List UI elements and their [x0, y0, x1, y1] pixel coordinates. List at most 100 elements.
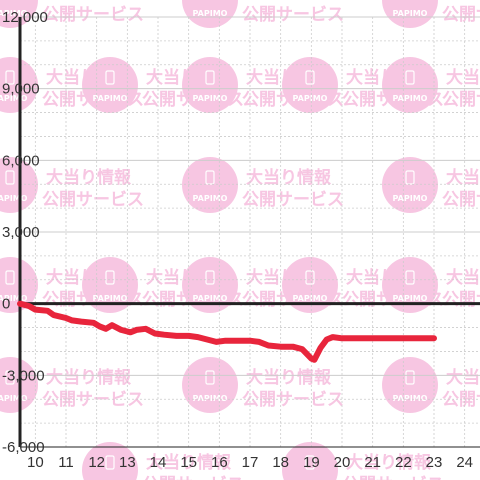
phone-icon	[405, 70, 415, 85]
watermark-line1: 大当り情報	[46, 367, 132, 388]
watermark-brand: PAPIMO	[393, 94, 428, 103]
watermark-circle	[382, 157, 438, 213]
phone-icon	[205, 70, 215, 85]
watermark-brand: PAPIMO	[193, 294, 228, 303]
watermark-line1: 大当り情報	[446, 367, 480, 388]
x-tick-label: 23	[426, 454, 443, 471]
y-tick-label: 12,000	[2, 9, 48, 26]
phone-icon	[5, 270, 15, 285]
series-layer	[17, 300, 437, 363]
watermark-circle	[282, 257, 338, 313]
watermark-line1: 大当り情報	[446, 0, 480, 3]
phone-icon	[205, 370, 215, 385]
watermark-line1: 大当り情報	[246, 367, 332, 388]
watermark-circle	[182, 0, 238, 28]
x-tick-label: 16	[211, 454, 228, 471]
phone-icon	[405, 270, 415, 285]
x-tick-labels: 10 11 12 13 14 15 16 17 18 19 20 21 22 23 24	[27, 454, 473, 471]
watermark-brand: PAPIMO	[0, 394, 28, 403]
x-tick-label: 10	[27, 454, 44, 471]
watermark-brand: PAPIMO	[0, 9, 28, 18]
phone-icon	[205, 270, 215, 285]
watermark-circle	[282, 57, 338, 113]
x-tick-label: 13	[119, 454, 136, 471]
watermark-brand: PAPIMO	[0, 194, 28, 203]
phone-icon	[105, 270, 115, 285]
watermark-line2: 公開サービス	[42, 190, 144, 210]
watermark-brand: PAPIMO	[193, 394, 228, 403]
watermark-line2: 公開サービス	[442, 5, 480, 25]
y-tick-label: 3,000	[2, 224, 40, 241]
watermark-line1: 大当り情報	[446, 167, 480, 188]
watermark-line1: 大当り情報	[346, 452, 432, 473]
watermark-brand: PAPIMO	[293, 294, 328, 303]
watermark-line2: 公開サービス	[142, 475, 244, 480]
watermark-brand: PAPIMO	[0, 294, 28, 303]
watermark-circle	[182, 57, 238, 113]
phone-icon	[5, 70, 15, 85]
x-tick-label: 22	[395, 454, 412, 471]
watermark-line2: 公開サービス	[242, 5, 344, 25]
y-tick-label: 6,000	[2, 152, 40, 169]
watermark-brand: PAPIMO	[0, 94, 28, 103]
watermark-circle	[0, 0, 38, 28]
watermark-brand: PAPIMO	[393, 194, 428, 203]
watermark-line2: 公開サービス	[442, 90, 480, 110]
x-tick-label: 18	[272, 454, 289, 471]
watermark-line2: 公開サービス	[442, 290, 480, 310]
watermark-line1: 大当り情報	[446, 267, 480, 288]
y-tick-label: -6,000	[2, 439, 45, 456]
x-tick-label: 15	[180, 454, 197, 471]
watermark-brand: PAPIMO	[93, 294, 128, 303]
x-tick-label: 17	[242, 454, 259, 471]
y-tick-label: -3,000	[2, 367, 45, 384]
phone-icon	[5, 170, 15, 185]
watermark-brand: PAPIMO	[293, 94, 328, 103]
phone-icon	[5, 370, 15, 385]
watermark-brand: PAPIMO	[193, 194, 228, 203]
phone-icon	[305, 270, 315, 285]
x-tick-label: 19	[303, 454, 320, 471]
watermark-line1: 大当り情報	[146, 452, 232, 473]
watermark-circle	[382, 0, 438, 28]
watermark-brand: PAPIMO	[393, 394, 428, 403]
series-line	[17, 300, 437, 363]
watermark-line2: 公開サービス	[442, 190, 480, 210]
watermark-circle	[82, 257, 138, 313]
x-tick-label: 12	[88, 454, 105, 471]
watermark-brand: PAPIMO	[393, 9, 428, 18]
watermark-line1: 大当り情報	[446, 67, 480, 88]
watermark-line2: 公開サービス	[242, 190, 344, 210]
watermark-circle	[382, 57, 438, 113]
watermark-line1: 大当り情報	[246, 167, 332, 188]
watermark-line2: 公開サービス	[242, 390, 344, 410]
phone-icon	[105, 455, 115, 470]
watermark-line1: 大当り情報	[46, 0, 132, 3]
watermark-brand: PAPIMO	[93, 94, 128, 103]
watermark-circle	[382, 257, 438, 313]
y-tick-label: 9,000	[2, 81, 40, 98]
x-tick-label: 21	[364, 454, 381, 471]
x-tick-label: 20	[334, 454, 351, 471]
y-tick-labels: 12,000 9,000 6,000 3,000 0 -3,000 -6,000	[2, 9, 48, 456]
phone-icon	[205, 170, 215, 185]
watermark-circle	[282, 442, 338, 480]
watermark-line2: 公開サービス	[42, 5, 144, 25]
watermark-line1: 大当り情報	[246, 0, 332, 3]
phone-icon	[405, 370, 415, 385]
phone-icon	[405, 170, 415, 185]
watermark-brand: PAPIMO	[393, 294, 428, 303]
watermark-circle	[382, 357, 438, 413]
